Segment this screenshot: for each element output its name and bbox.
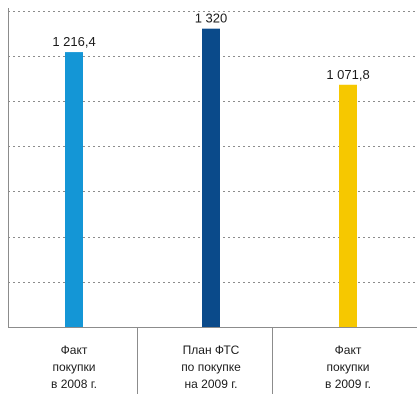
category-label: Факт bbox=[335, 343, 362, 357]
data-label: 1 216,4 bbox=[52, 34, 95, 49]
category-label: по покупке bbox=[181, 360, 241, 374]
bar bbox=[202, 28, 220, 328]
category-label: в 2008 г. bbox=[51, 377, 97, 391]
category-label: покупки bbox=[326, 360, 369, 374]
data-label: 1 320 bbox=[195, 11, 228, 26]
bar bbox=[339, 84, 357, 328]
bar bbox=[65, 52, 83, 328]
category-label: в 2009 г. bbox=[325, 377, 371, 391]
data-label: 1 071,8 bbox=[326, 67, 369, 82]
category-label: План ФТС bbox=[183, 343, 240, 357]
category-label: на 2009 г. bbox=[185, 377, 238, 391]
category-label: Факт bbox=[61, 343, 88, 357]
category-label: покупки bbox=[52, 360, 95, 374]
